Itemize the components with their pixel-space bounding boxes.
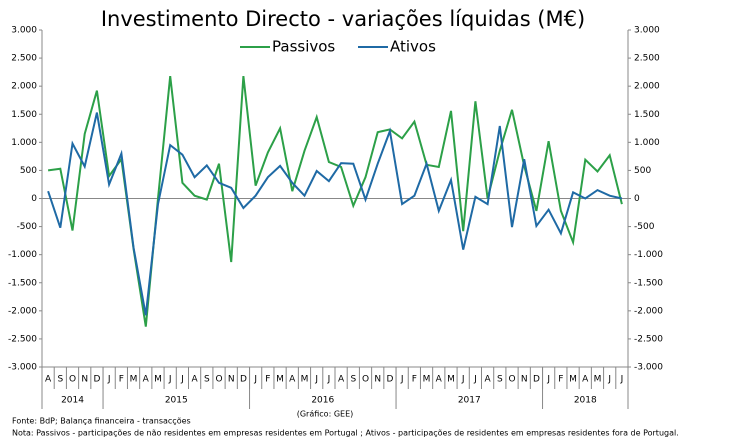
y2-tick-label: -500 bbox=[634, 222, 655, 232]
x-tick-label: N bbox=[374, 375, 381, 385]
x-tick-label: N bbox=[521, 375, 528, 385]
x-tick-label: S bbox=[57, 375, 63, 385]
y-tick-label: 0 bbox=[31, 194, 37, 204]
x-tick-label: J bbox=[546, 375, 550, 385]
year-label: 2017 bbox=[458, 396, 481, 406]
x-tick-label: F bbox=[558, 375, 563, 385]
y2-tick-label: 1.000 bbox=[634, 138, 660, 148]
x-tick-label: A bbox=[45, 375, 52, 385]
year-label: 2014 bbox=[61, 396, 84, 406]
x-tick-label: S bbox=[204, 375, 210, 385]
note: Nota: Passivos - participações de não re… bbox=[12, 429, 679, 438]
y-tick-label: 500 bbox=[20, 166, 37, 176]
x-tick-label: A bbox=[143, 375, 150, 385]
x-tick-label: J bbox=[168, 375, 172, 385]
x-tick-label: S bbox=[350, 375, 356, 385]
x-tick-label: M bbox=[569, 375, 577, 385]
x-tick-label: F bbox=[412, 375, 417, 385]
x-tick-label: D bbox=[386, 375, 393, 385]
legend-label: Ativos bbox=[390, 38, 436, 56]
year-label: 2015 bbox=[165, 396, 188, 406]
y-tick-label: -3.000 bbox=[8, 363, 37, 373]
x-tick-label: M bbox=[301, 375, 309, 385]
x-tick-label: A bbox=[582, 375, 589, 385]
x-tick-label: A bbox=[338, 375, 345, 385]
x-tick-label: D bbox=[533, 375, 540, 385]
x-tick-label: A bbox=[192, 375, 199, 385]
x-tick-label: J bbox=[180, 375, 184, 385]
year-label: 2018 bbox=[574, 396, 597, 406]
x-tick-label: J bbox=[253, 375, 257, 385]
y2-tick-label: 0 bbox=[634, 194, 640, 204]
x-tick-label: J bbox=[607, 375, 611, 385]
y2-tick-label: -2.000 bbox=[634, 306, 663, 316]
y2-tick-label: -1.500 bbox=[634, 278, 663, 288]
x-tick-label: J bbox=[327, 375, 331, 385]
series-line bbox=[47, 112, 623, 316]
x-tick-label: D bbox=[93, 375, 100, 385]
legend-label: Passivos bbox=[272, 38, 335, 56]
y-tick-label: -2.000 bbox=[8, 306, 37, 316]
x-tick-label: M bbox=[594, 375, 602, 385]
y-tick-label: 1.500 bbox=[11, 110, 37, 120]
x-tick-label: M bbox=[154, 375, 162, 385]
x-tick-label: F bbox=[119, 375, 124, 385]
x-tick-label: O bbox=[215, 375, 222, 385]
credit: (Gráfico: GEE) bbox=[297, 410, 354, 419]
x-tick-label: M bbox=[447, 375, 455, 385]
y-tick-label: -500 bbox=[17, 222, 38, 232]
x-tick-label: J bbox=[314, 375, 318, 385]
x-tick-label: A bbox=[436, 375, 443, 385]
x-tick-label: A bbox=[289, 375, 296, 385]
y-tick-label: -1.500 bbox=[8, 278, 37, 288]
x-tick-label: J bbox=[620, 375, 624, 385]
x-tick-label: J bbox=[107, 375, 111, 385]
x-tick-label: S bbox=[497, 375, 503, 385]
x-tick-label: M bbox=[276, 375, 284, 385]
series-line bbox=[47, 75, 623, 327]
x-tick-label: M bbox=[130, 375, 138, 385]
x-tick-label: M bbox=[423, 375, 431, 385]
x-tick-label: O bbox=[69, 375, 76, 385]
y-tick-label: 3.000 bbox=[11, 26, 37, 36]
y2-tick-label: 1.500 bbox=[634, 110, 660, 120]
x-tick-label: N bbox=[228, 375, 235, 385]
x-tick-label: F bbox=[265, 375, 270, 385]
x-tick-label: O bbox=[362, 375, 369, 385]
source: Fonte: BdP; Balança financeira - transac… bbox=[12, 417, 191, 426]
y2-tick-label: -2.500 bbox=[634, 334, 663, 344]
y-tick-label: 1.000 bbox=[11, 138, 37, 148]
x-tick-label: O bbox=[508, 375, 515, 385]
y2-tick-label: 2.000 bbox=[634, 82, 660, 92]
y2-tick-label: 500 bbox=[634, 166, 651, 176]
x-tick-label: J bbox=[400, 375, 404, 385]
chart-title: Investimento Directo - variações líquida… bbox=[101, 7, 585, 31]
y2-tick-label: 3.000 bbox=[634, 26, 660, 36]
y-tick-label: 2.000 bbox=[11, 82, 37, 92]
y2-tick-label: -1.000 bbox=[634, 250, 663, 260]
x-tick-label: D bbox=[240, 375, 247, 385]
year-label: 2016 bbox=[311, 396, 334, 406]
x-tick-label: J bbox=[473, 375, 477, 385]
y-tick-label: -1.000 bbox=[8, 250, 37, 260]
y2-tick-label: 2.500 bbox=[634, 54, 660, 64]
y2-tick-label: -3.000 bbox=[634, 363, 663, 373]
x-tick-label: J bbox=[461, 375, 465, 385]
x-tick-label: A bbox=[485, 375, 492, 385]
y-tick-label: -2.500 bbox=[8, 334, 37, 344]
x-tick-label: N bbox=[81, 375, 88, 385]
y-tick-label: 2.500 bbox=[11, 54, 37, 64]
